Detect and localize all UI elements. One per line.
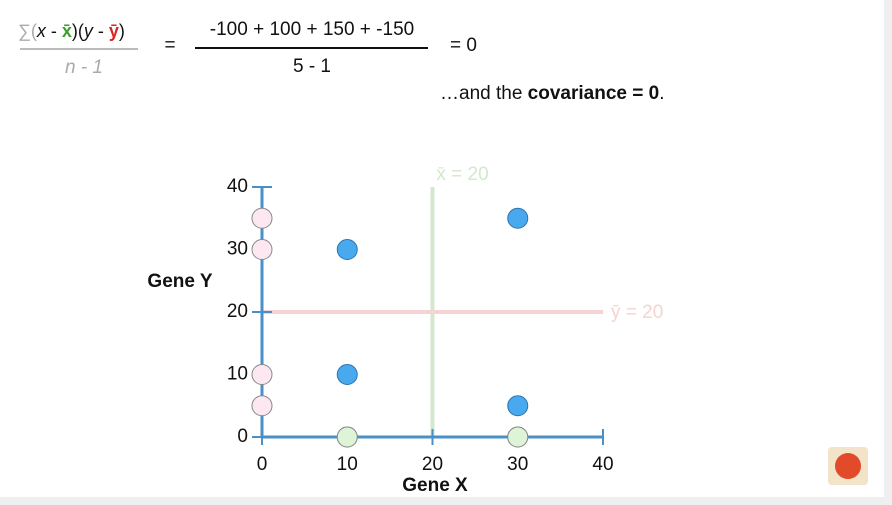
x-projection — [336, 426, 358, 448]
y-tick-label: 40 — [227, 176, 248, 197]
x-tick-label: 40 — [592, 454, 613, 475]
result: = 0 — [450, 35, 477, 56]
y-tick-label: 0 — [237, 426, 248, 447]
op: ) — [119, 21, 125, 41]
border — [884, 0, 892, 505]
border — [0, 497, 892, 505]
divisor: 5 - 1 — [293, 56, 331, 77]
text: covariance = 0 — [528, 83, 660, 104]
logo-mark — [835, 453, 861, 479]
x-tick-label: 0 — [257, 454, 268, 475]
y-projection — [251, 395, 273, 417]
denominator: n - 1 — [65, 57, 103, 78]
y-tick-label: 30 — [227, 239, 248, 260]
sum-terms: -100 + 100 + 150 + -150 — [210, 19, 414, 40]
mean-label: x̄ = 20 — [436, 164, 488, 185]
x-tick-label: 30 — [507, 454, 528, 475]
y-projection — [251, 239, 273, 260]
var: x — [36, 21, 47, 41]
x-tick-label: 10 — [337, 454, 358, 475]
op: - — [46, 21, 62, 41]
logo — [828, 447, 868, 485]
point — [336, 364, 358, 385]
mean-label: ȳ = 20 — [611, 302, 663, 323]
point — [507, 395, 529, 417]
x-tick-label: 20 — [422, 454, 443, 475]
text: . — [659, 83, 664, 104]
var: y — [82, 21, 94, 41]
text: …and the — [440, 83, 528, 104]
y-projection — [251, 364, 273, 385]
mean-x: x̄ — [62, 21, 72, 41]
x-axis-label: Gene X — [402, 475, 468, 496]
numerator: ∑(x - x̄)(y - ȳ) — [18, 21, 125, 41]
op: - — [93, 21, 109, 41]
equals: = — [164, 35, 175, 56]
op: )( — [72, 21, 84, 41]
x-projection — [507, 426, 529, 448]
conclusion: …and the covariance = 0. — [440, 83, 664, 104]
mean-y: ȳ — [109, 21, 119, 41]
point — [507, 207, 529, 229]
y-axis-label: Gene Y — [147, 271, 212, 292]
y-tick-label: 10 — [227, 364, 248, 385]
slide-background — [0, 0, 884, 497]
sum-sign: ∑( — [18, 21, 37, 41]
y-tick-label: 20 — [227, 301, 248, 322]
y-projection — [251, 207, 273, 229]
point — [336, 239, 358, 260]
